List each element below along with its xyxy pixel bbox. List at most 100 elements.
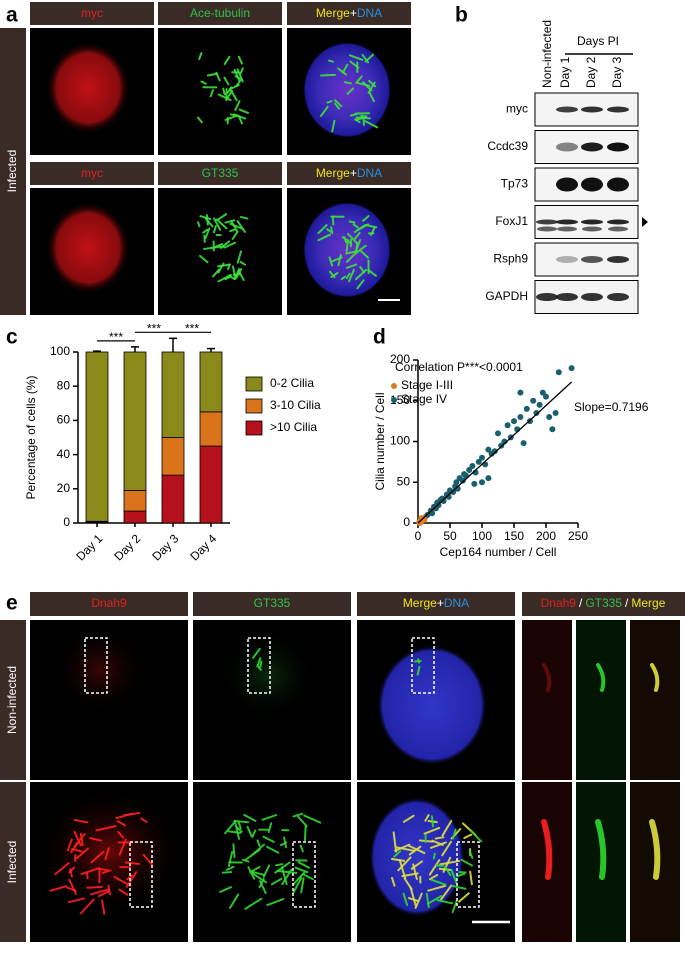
blot-label: FoxJ1 (495, 214, 528, 228)
band (582, 227, 602, 232)
y-tick-label: 50 (397, 474, 411, 488)
micrograph (158, 28, 282, 155)
micrograph-content (522, 620, 572, 780)
micrograph-content (576, 620, 626, 780)
x-tick-label: Day 3 (149, 531, 181, 563)
panel-label: c (6, 326, 18, 349)
header-part: Merge (316, 6, 350, 20)
micrograph-content (522, 782, 572, 942)
cilium (350, 222, 355, 223)
band (607, 293, 629, 301)
cilium (329, 61, 333, 62)
blot-label: Ccdc39 (487, 139, 528, 153)
arrowhead (642, 217, 648, 227)
legend-swatch (246, 421, 262, 435)
point (505, 422, 511, 428)
micrograph-content (218, 630, 318, 720)
micrograph-content (630, 620, 680, 780)
micrograph-content (46, 202, 130, 294)
bar (200, 352, 222, 412)
point (485, 475, 491, 481)
header-part: + (437, 596, 444, 610)
micrograph (630, 782, 680, 942)
band (556, 143, 578, 152)
micrograph (30, 188, 154, 315)
cilium (260, 662, 261, 667)
band (581, 293, 603, 301)
micrograph (158, 188, 282, 315)
cell (35, 787, 185, 917)
header-part: GT335 (585, 596, 622, 610)
y-tick-label: 80 (57, 378, 71, 392)
blot-label: Tp73 (501, 177, 529, 191)
row-label: Infected (5, 150, 19, 193)
column-header: Dnah9 (91, 596, 127, 610)
cilium (432, 816, 433, 826)
column-header: myc (81, 166, 103, 180)
significance-label: *** (109, 330, 123, 344)
band (608, 227, 628, 232)
annotation: Correlation P***<0.0001 (395, 360, 523, 374)
band (581, 220, 603, 225)
cilium (327, 101, 331, 102)
micrograph-bg (193, 782, 351, 942)
header-part: Merge (631, 596, 665, 610)
band (536, 293, 558, 301)
row-label: Infected (5, 841, 19, 884)
band (607, 107, 629, 113)
point (511, 418, 517, 424)
nucleus (303, 42, 391, 138)
blot-label: myc (506, 102, 528, 116)
micrograph (193, 782, 351, 942)
y-axis-label: Cilia number / Cell (373, 392, 387, 490)
cilium (230, 230, 234, 231)
cilium (87, 873, 88, 879)
x-tick-label: 150 (504, 529, 524, 543)
point (569, 365, 575, 371)
band (581, 256, 603, 263)
y-tick-label: 100 (50, 344, 70, 358)
zoom-bg (576, 620, 626, 780)
micrograph-bg (158, 188, 282, 315)
cilium (223, 872, 231, 873)
band (556, 220, 578, 225)
x-tick-label: 250 (568, 529, 588, 543)
x-tick-label: 100 (472, 529, 492, 543)
point (482, 461, 488, 467)
x-tick-label: Day 2 (111, 531, 143, 563)
bar (162, 438, 184, 476)
band (607, 178, 629, 192)
nucleus (46, 42, 130, 134)
point (517, 414, 523, 420)
nucleus (46, 202, 130, 294)
y-tick-label: 100 (390, 434, 410, 448)
micrograph-content (35, 787, 185, 917)
bar (124, 491, 146, 512)
row-label: Non-infected (5, 666, 19, 734)
y-axis-label: Percentage of cells (%) (24, 375, 38, 499)
legend-swatch (246, 377, 262, 391)
micrograph (630, 620, 680, 780)
cilium (233, 844, 234, 857)
micrograph (357, 620, 515, 780)
cilium (198, 222, 199, 226)
column-header: myc (81, 6, 103, 20)
band (556, 107, 578, 113)
point (530, 398, 536, 404)
bar (200, 446, 222, 523)
bar (124, 511, 146, 523)
band (607, 143, 629, 152)
legend-marker (391, 383, 397, 389)
column-header: Merge+DNA (316, 6, 382, 20)
cilium (276, 864, 282, 865)
point (546, 414, 552, 420)
micrograph-content (303, 42, 391, 138)
band (607, 220, 629, 225)
point (495, 430, 501, 436)
band (581, 143, 603, 152)
group-label: Days PI (577, 34, 619, 48)
bar (124, 352, 146, 491)
column-header: Dnah9/GT335/Merge (541, 596, 666, 610)
y-tick-label: 0 (63, 515, 70, 529)
